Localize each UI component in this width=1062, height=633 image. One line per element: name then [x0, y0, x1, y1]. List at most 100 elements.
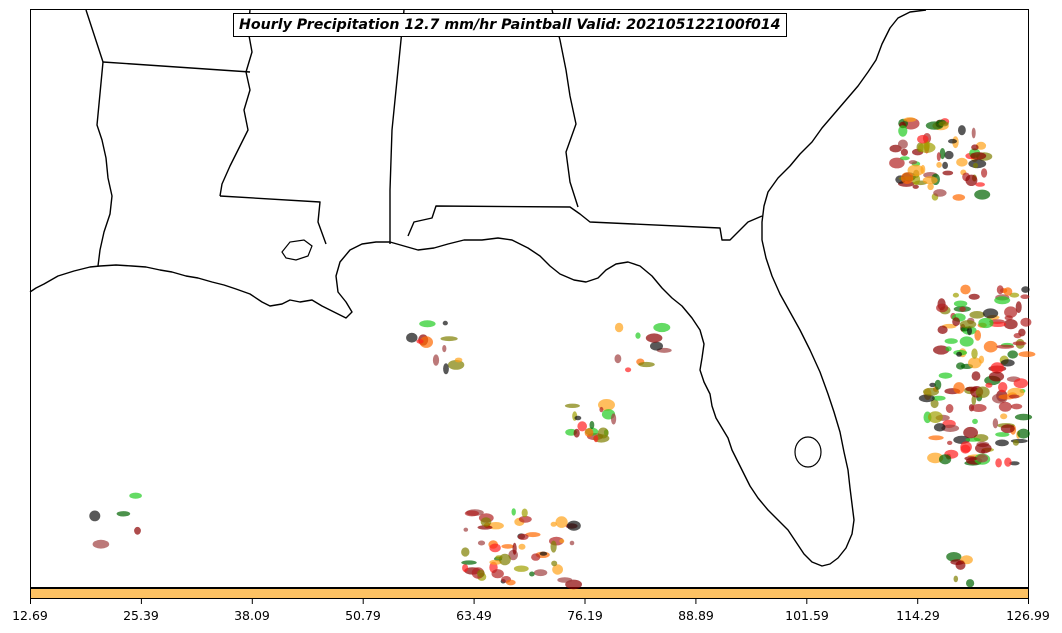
- paintball: [477, 540, 486, 546]
- paintball: [995, 439, 1009, 447]
- paintball: [974, 330, 981, 341]
- paintball: [1020, 294, 1030, 300]
- paintball: [889, 157, 905, 169]
- paintball: [464, 510, 479, 517]
- paintball: [533, 569, 548, 577]
- paintball: [903, 117, 917, 122]
- paintball: [134, 526, 141, 535]
- paintball: [593, 435, 599, 443]
- paintball: [988, 371, 1005, 382]
- colorbar-tick-label: 114.29: [896, 608, 940, 623]
- paintball: [936, 161, 942, 168]
- paintball: [1012, 439, 1019, 446]
- paintball: [454, 357, 463, 363]
- paintball: [442, 320, 448, 326]
- paintball: [917, 134, 929, 144]
- map-title: Hourly Precipitation 12.7 mm/hr Paintbal…: [233, 13, 787, 37]
- paintball: [901, 172, 914, 185]
- paintball: [564, 403, 580, 408]
- colorbar-tick-label: 63.49: [456, 608, 492, 623]
- paintball: [994, 296, 1011, 305]
- paintball: [463, 527, 469, 532]
- paintball: [89, 510, 101, 522]
- paintball: [908, 160, 918, 165]
- paintball: [971, 348, 978, 359]
- paintball: [938, 372, 953, 379]
- paintball: [952, 317, 960, 327]
- paintball: [406, 332, 418, 343]
- paintball: [945, 346, 952, 352]
- paintball: [501, 544, 514, 549]
- paintball: [985, 382, 993, 388]
- paintball: [525, 532, 541, 538]
- paintball: [959, 306, 966, 312]
- paintball: [992, 418, 999, 429]
- paintball: [932, 395, 946, 401]
- paintball: [513, 565, 529, 572]
- paintball: [443, 363, 449, 375]
- colorbar-tick-label: 101.59: [785, 608, 829, 623]
- paintball: [518, 543, 526, 550]
- paintball: [1003, 319, 1018, 330]
- paintball: [1004, 306, 1018, 318]
- paintball: [625, 367, 632, 373]
- colorbar-ticks: [30, 599, 1029, 604]
- paintball: [1012, 341, 1027, 346]
- paintball: [416, 339, 424, 344]
- lake-pontchartrain: [281, 239, 313, 261]
- paintball: [972, 418, 978, 425]
- paintball: [938, 121, 949, 127]
- paintball: [930, 399, 939, 409]
- colorbar-tick-label: 88.89: [678, 608, 714, 623]
- colorbar: [30, 588, 1029, 599]
- paintball: [614, 354, 622, 364]
- paintball: [990, 362, 1004, 374]
- paintball: [965, 437, 981, 442]
- paintball: [975, 386, 990, 398]
- paintball: [995, 432, 1010, 437]
- paintball: [969, 311, 985, 319]
- paintball: [996, 285, 1004, 295]
- paintball: [555, 516, 568, 528]
- paintball: [498, 553, 511, 566]
- paintball: [956, 362, 965, 370]
- paintball: [611, 413, 617, 425]
- paintball: [965, 174, 978, 186]
- paintball: [976, 454, 988, 463]
- paintball: [461, 560, 477, 565]
- paintball: [539, 551, 548, 556]
- paintball: [965, 386, 978, 392]
- paintball: [462, 564, 469, 572]
- paintball: [960, 284, 971, 295]
- paintball: [653, 322, 671, 333]
- paintball: [92, 539, 110, 549]
- lake-okeechobee: [794, 436, 822, 468]
- colorbar-tick-label: 126.99: [1006, 608, 1050, 623]
- paintball: [589, 421, 595, 429]
- paintball: [1007, 350, 1018, 359]
- paintball: [1000, 359, 1015, 367]
- paintball: [1013, 333, 1022, 339]
- paintball: [440, 336, 458, 342]
- paintball: [480, 517, 492, 527]
- paintball: [939, 454, 952, 465]
- paintball: [550, 540, 557, 553]
- paintball: [971, 395, 977, 406]
- paintball: [947, 440, 953, 445]
- colorbar-tick-label: 50.79: [345, 608, 381, 623]
- paintball: [1004, 315, 1013, 321]
- paintball: [505, 579, 516, 586]
- paintball: [1020, 317, 1032, 327]
- precip-paintballs: [89, 117, 1036, 590]
- paintball: [960, 441, 972, 453]
- paintball: [584, 428, 594, 437]
- paintball: [967, 326, 972, 336]
- paintball: [956, 351, 962, 357]
- paintball: [1018, 351, 1036, 358]
- paintball: [953, 382, 965, 394]
- paintball: [1015, 301, 1022, 313]
- paintball: [1004, 457, 1012, 467]
- paintball: [116, 511, 131, 517]
- state-borders: [85, 9, 763, 267]
